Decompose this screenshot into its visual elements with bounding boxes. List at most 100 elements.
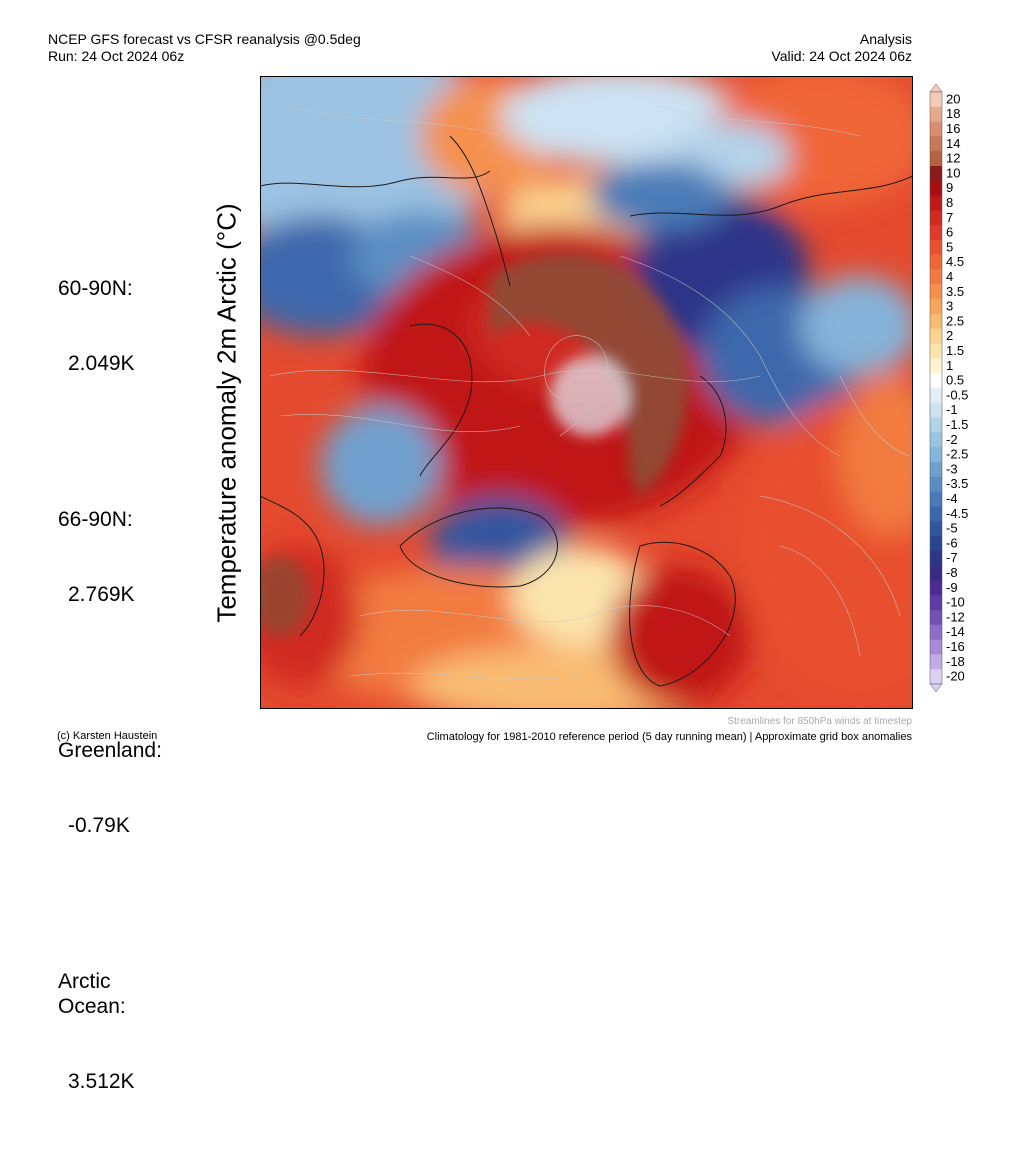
colorbar-cell — [930, 299, 942, 315]
colorbar-tick-label: 7 — [946, 210, 953, 225]
colorbar-cell — [930, 521, 942, 537]
colorbar-cell — [930, 269, 942, 285]
colorbar-tick-label: 6 — [946, 225, 953, 240]
colorbar-cell — [930, 314, 942, 330]
colorbar-tick-label: 20 — [946, 91, 960, 106]
colorbar-cell — [930, 225, 942, 241]
colorbar-tick-label: 9 — [946, 180, 953, 195]
colorbar-tick-label: 2 — [946, 328, 953, 343]
colorbar-tick-label: 8 — [946, 195, 953, 210]
colorbar-tick-label: -20 — [946, 669, 965, 684]
stat-66-90n: 66-90N: 2.769K — [58, 457, 162, 657]
colorbar-tick-label: -0.5 — [946, 387, 968, 402]
colorbar-tick-label: -5 — [946, 521, 958, 536]
valid-time: Valid: 24 Oct 2024 06z — [771, 48, 912, 64]
colorbar-tick-label: -16 — [946, 639, 965, 654]
stat-value: -0.79K — [68, 814, 130, 837]
colorbar-cell — [930, 639, 942, 655]
colorbar-cell — [930, 417, 942, 433]
colorbar-cell — [930, 565, 942, 581]
colorbar-cell — [930, 536, 942, 552]
colorbar-tick-label: -14 — [946, 624, 965, 639]
colorbar-tick-label: -7 — [946, 550, 958, 565]
title-line-1: NCEP GFS forecast vs CFSR reanalysis @0.… — [48, 31, 361, 47]
colorbar-tick-label: 4 — [946, 269, 953, 284]
colorbar-tick-label: 18 — [946, 106, 960, 121]
colorbar-cell — [930, 195, 942, 211]
stat-value: 2.769K — [68, 583, 135, 606]
colorbar-tick-label: 1 — [946, 358, 953, 373]
colorbar-cell — [930, 595, 942, 611]
colorbar-tick-label: -18 — [946, 654, 965, 669]
colorbar-cell — [930, 240, 942, 256]
strong-anomaly-core — [260, 253, 688, 636]
stat-arctic-ocean: Arctic Ocean: 3.512K — [58, 919, 162, 1144]
credit: (c) Karsten Haustein — [57, 730, 158, 742]
colorbar-cell — [930, 284, 942, 300]
colorbar-cell — [930, 447, 942, 463]
colorbar-tick-label: -9 — [946, 580, 958, 595]
colorbar-cell — [930, 476, 942, 492]
colorbar-cell — [930, 358, 942, 374]
colorbar-cell — [930, 343, 942, 359]
colorbar-tick-label: -3.5 — [946, 476, 968, 491]
colorbar-cell — [930, 136, 942, 152]
colorbar-tick-label: 12 — [946, 151, 960, 166]
colorbar-cell — [930, 373, 942, 389]
stat-label: 60-90N: — [58, 277, 133, 300]
anomaly-stats: 60-90N: 2.049K 66-90N: 2.769K Greenland:… — [58, 226, 162, 1175]
colorbar-cell — [930, 254, 942, 270]
colorbar-cell — [930, 462, 942, 478]
colorbar-tick-label: -12 — [946, 609, 965, 624]
colorbar-tick-label: -1.5 — [946, 417, 968, 432]
colorbar-tick-label: -4 — [946, 491, 958, 506]
colorbar-cell — [930, 210, 942, 226]
stat-60-90n: 60-90N: 2.049K — [58, 226, 162, 426]
valid-block: Analysis Valid: 24 Oct 2024 06z — [771, 31, 912, 65]
colorbar-tick-label: 3.5 — [946, 284, 964, 299]
colorbar-cell — [930, 669, 942, 685]
colorbar-tick-label: -8 — [946, 565, 958, 580]
title-block: NCEP GFS forecast vs CFSR reanalysis @0.… — [48, 31, 361, 65]
colorbar-tick-label: 14 — [946, 136, 960, 151]
colorbar-cell — [930, 121, 942, 137]
colorbar-tick-label: 3 — [946, 299, 953, 314]
stat-label: Arctic Ocean: — [58, 970, 126, 1018]
anomaly-map[interactable] — [260, 76, 913, 709]
stat-label: Greenland: — [58, 739, 162, 762]
colorbar-tick-label: -10 — [946, 595, 965, 610]
colorbar-cell — [930, 151, 942, 167]
stat-label: 66-90N: — [58, 508, 133, 531]
colorbar-cell — [930, 328, 942, 344]
stat-value: 3.512K — [68, 1070, 135, 1093]
colorbar-tick-label: 2.5 — [946, 313, 964, 328]
colorbar-cell — [930, 654, 942, 670]
colorbar-cell — [930, 610, 942, 626]
streamlines — [269, 105, 911, 680]
colorbar-arrow-bottom — [929, 683, 943, 693]
colorbar-cells — [929, 84, 943, 693]
colorbar-cell — [930, 166, 942, 182]
colorbar: 201816141210987654.543.532.521.510.5-0.5… — [929, 84, 968, 693]
coastlines — [260, 135, 913, 687]
colorbar-tick-label: 16 — [946, 121, 960, 136]
analysis-label: Analysis — [859, 31, 912, 47]
climatology-note: Climatology for 1981-2010 reference peri… — [426, 731, 912, 743]
colorbar-tick-label: -2 — [946, 432, 958, 447]
colorbar-tick-label: -2.5 — [946, 447, 968, 462]
colorbar-arrow-top — [929, 84, 943, 93]
stat-value: 2.049K — [68, 352, 135, 375]
colorbar-tick-label: -6 — [946, 535, 958, 550]
colorbar-cell — [930, 180, 942, 196]
colorbar-labels: 201816141210987654.543.532.521.510.5-0.5… — [946, 91, 968, 683]
colorbar-cell — [930, 580, 942, 596]
colorbar-tick-label: 10 — [946, 165, 960, 180]
colorbar-cell — [930, 506, 942, 522]
colorbar-tick-label: 1.5 — [946, 343, 964, 358]
map-frame — [260, 76, 913, 709]
title-line-2: Run: 24 Oct 2024 06z — [48, 48, 185, 64]
colorbar-cell — [930, 550, 942, 566]
colorbar-tick-label: 0.5 — [946, 373, 964, 388]
streamlines-note: Streamlines for 850hPa winds at timestep — [727, 716, 912, 727]
colorbar-cell — [930, 388, 942, 404]
